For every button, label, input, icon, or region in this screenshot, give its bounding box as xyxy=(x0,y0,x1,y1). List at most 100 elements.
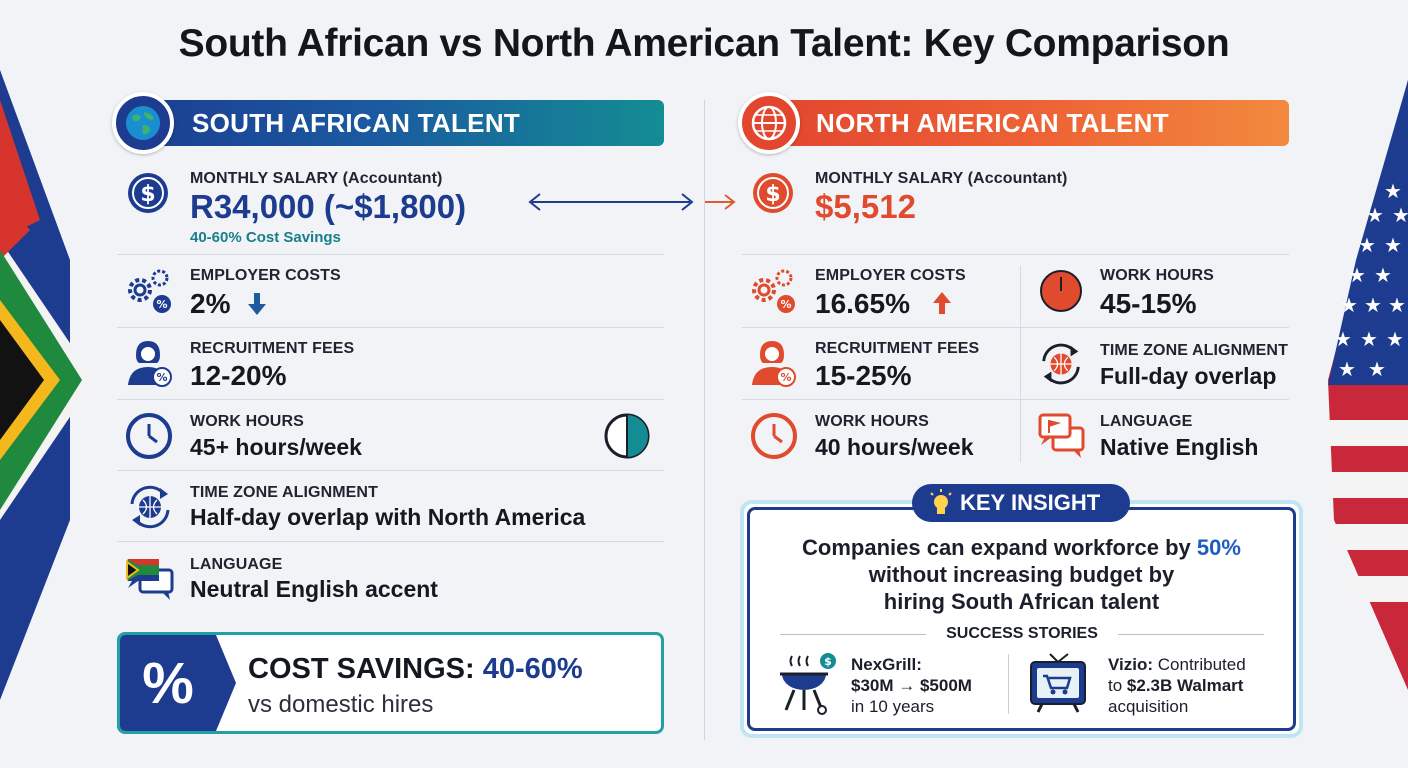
na-salary-label: MONTHLY SALARY (Accountant) xyxy=(815,170,1068,187)
row-divider xyxy=(117,254,664,255)
row-divider xyxy=(742,399,1289,400)
na-work-hours-right-label: WORK HOURS xyxy=(1100,267,1214,284)
south-africa-header: SOUTH AFRICAN TALENT xyxy=(140,100,664,146)
clock-icon xyxy=(126,413,172,459)
globe-sync-icon xyxy=(1042,343,1080,385)
globe-grid-icon xyxy=(738,92,800,154)
key-insight-text: Companies can expand workforce by 50% wi… xyxy=(760,534,1283,615)
sa-time-zone-value: Half-day overlap with North America xyxy=(190,504,586,530)
svg-text:%: % xyxy=(780,298,791,311)
svg-text:★: ★ xyxy=(1348,263,1366,287)
speech-bubble-flag-icon xyxy=(1038,413,1085,458)
globe-icon xyxy=(112,92,174,154)
svg-text:★: ★ xyxy=(1360,327,1378,351)
stories-divider xyxy=(1008,654,1009,714)
na-time-zone-value: Full-day overlap xyxy=(1100,363,1277,389)
success-stories-title: SUCCESS STORIES xyxy=(946,625,1098,642)
compare-arrow-right-icon xyxy=(705,194,736,210)
story-vizio-name: Vizio: xyxy=(1108,655,1154,674)
clock-icon xyxy=(1040,270,1082,312)
arrow-up-icon xyxy=(933,292,951,314)
sa-work-hours-label: WORK HOURS xyxy=(190,413,304,430)
tv-cart-icon xyxy=(1030,653,1086,713)
key-insight-text-before: Companies can expand workforce by xyxy=(802,535,1191,560)
row-divider xyxy=(117,399,664,400)
row-divider xyxy=(742,327,1289,328)
sa-time-zone-label: TIME ZONE ALIGNMENT xyxy=(190,484,378,501)
svg-text:★: ★ xyxy=(1340,293,1358,317)
svg-text:★: ★ xyxy=(1368,357,1386,381)
percent-icon: % xyxy=(120,635,236,731)
success-stories-rule-right xyxy=(1118,634,1264,635)
na-employer-costs-label: EMPLOYER COSTS xyxy=(815,267,966,284)
sa-salary-value: R34,000 (~$1,800) xyxy=(190,188,467,225)
na-language-label: LANGUAGE xyxy=(1100,413,1193,430)
svg-text:★: ★ xyxy=(1334,327,1352,351)
gears-percent-icon: % xyxy=(128,269,171,313)
svg-text:%: % xyxy=(156,371,167,384)
na-work-hours-label: WORK HOURS xyxy=(815,413,929,430)
row-divider xyxy=(117,541,664,542)
na-work-hours-value: 40 hours/week xyxy=(815,434,974,460)
svg-text:★: ★ xyxy=(1374,263,1392,287)
na-salary-value: $5,512 xyxy=(815,188,916,225)
gears-percent-icon: % xyxy=(752,269,795,313)
story-vizio-deal: $2.3B Walmart xyxy=(1126,676,1244,695)
na-time-zone-label: TIME ZONE ALIGNMENT xyxy=(1100,342,1288,359)
half-day-icon xyxy=(604,413,650,459)
column-divider xyxy=(704,100,705,740)
sa-recruitment-fees-value: 12-20% xyxy=(190,360,287,391)
key-insight-label: KEY INSIGHT xyxy=(960,490,1101,515)
cost-savings-subtitle: vs domestic hires xyxy=(248,691,434,718)
dollar-icon: $ xyxy=(753,173,793,213)
svg-text:$: $ xyxy=(824,655,832,668)
north-america-header: NORTH AMERICAN TALENT xyxy=(770,100,1289,146)
south-africa-flag-decoration xyxy=(0,70,95,700)
usa-flag-decoration: ★ ★ ★ ★ ★ ★ ★ ★ ★ ★ ★ ★ ★ ★ ★ xyxy=(1328,80,1408,690)
svg-text:★: ★ xyxy=(1364,293,1382,317)
row-divider xyxy=(117,327,664,328)
na-recruitment-fees-label: RECRUITMENT FEES xyxy=(815,340,980,357)
story-vizio-text-3: acquisition xyxy=(1108,697,1189,716)
na-employer-costs-value: 16.65% xyxy=(815,288,910,319)
svg-text:★: ★ xyxy=(1386,327,1404,351)
column-subdivider xyxy=(1020,266,1021,462)
sa-salary-note: 40-60% Cost Savings xyxy=(190,229,341,246)
svg-text:★: ★ xyxy=(1384,179,1402,203)
svg-text:$: $ xyxy=(765,182,780,207)
svg-text:★: ★ xyxy=(1366,203,1384,227)
sa-employer-costs-value: 2% xyxy=(190,288,231,319)
arrow-down-icon xyxy=(248,293,266,315)
key-insight-box xyxy=(740,500,1303,738)
svg-text:%: % xyxy=(780,371,791,384)
success-stories-rule-left xyxy=(780,634,926,635)
sa-salary-label: MONTHLY SALARY (Accountant) xyxy=(190,170,443,187)
grill-icon: $ xyxy=(780,653,836,715)
na-recruitment-fees-value: 15-25% xyxy=(815,360,912,391)
story-vizio-text-1: Contributed xyxy=(1157,655,1246,674)
sa-employer-costs-label: EMPLOYER COSTS xyxy=(190,267,341,284)
recruiter-percent-icon: % xyxy=(752,341,796,387)
cost-savings-box: % COST SAVINGS: 40-60% vs domestic hires xyxy=(117,632,664,734)
key-insight-badge: KEY INSIGHT xyxy=(912,484,1130,522)
sa-language-value: Neutral English accent xyxy=(190,576,438,602)
south-africa-header-label: SOUTH AFRICAN TALENT xyxy=(192,108,521,138)
svg-text:%: % xyxy=(156,298,167,311)
sa-work-hours-value: 45+ hours/week xyxy=(190,434,362,460)
svg-text:★: ★ xyxy=(1388,293,1406,317)
row-divider xyxy=(742,254,1289,255)
recruiter-percent-icon: % xyxy=(128,341,172,387)
globe-sync-icon xyxy=(130,485,170,529)
north-america-header-label: NORTH AMERICAN TALENT xyxy=(816,108,1169,138)
success-story-nexgrill: NexGrill: $30M → $500M in 10 years xyxy=(851,654,972,717)
row-divider xyxy=(117,470,664,471)
story-nexgrill-name: NexGrill: xyxy=(851,655,922,674)
success-story-vizio: Vizio: Contributed to $2.3B Walmart acqu… xyxy=(1108,654,1246,717)
clock-icon xyxy=(751,413,797,459)
na-work-hours-right-value: 45-15% xyxy=(1100,288,1197,319)
cost-savings-title: COST SAVINGS: 40-60% xyxy=(248,653,583,686)
cost-savings-title-value: 40-60% xyxy=(482,653,583,685)
sa-recruitment-fees-label: RECRUITMENT FEES xyxy=(190,340,355,357)
compare-double-arrow-icon xyxy=(528,193,694,211)
svg-text:★: ★ xyxy=(1358,233,1376,257)
